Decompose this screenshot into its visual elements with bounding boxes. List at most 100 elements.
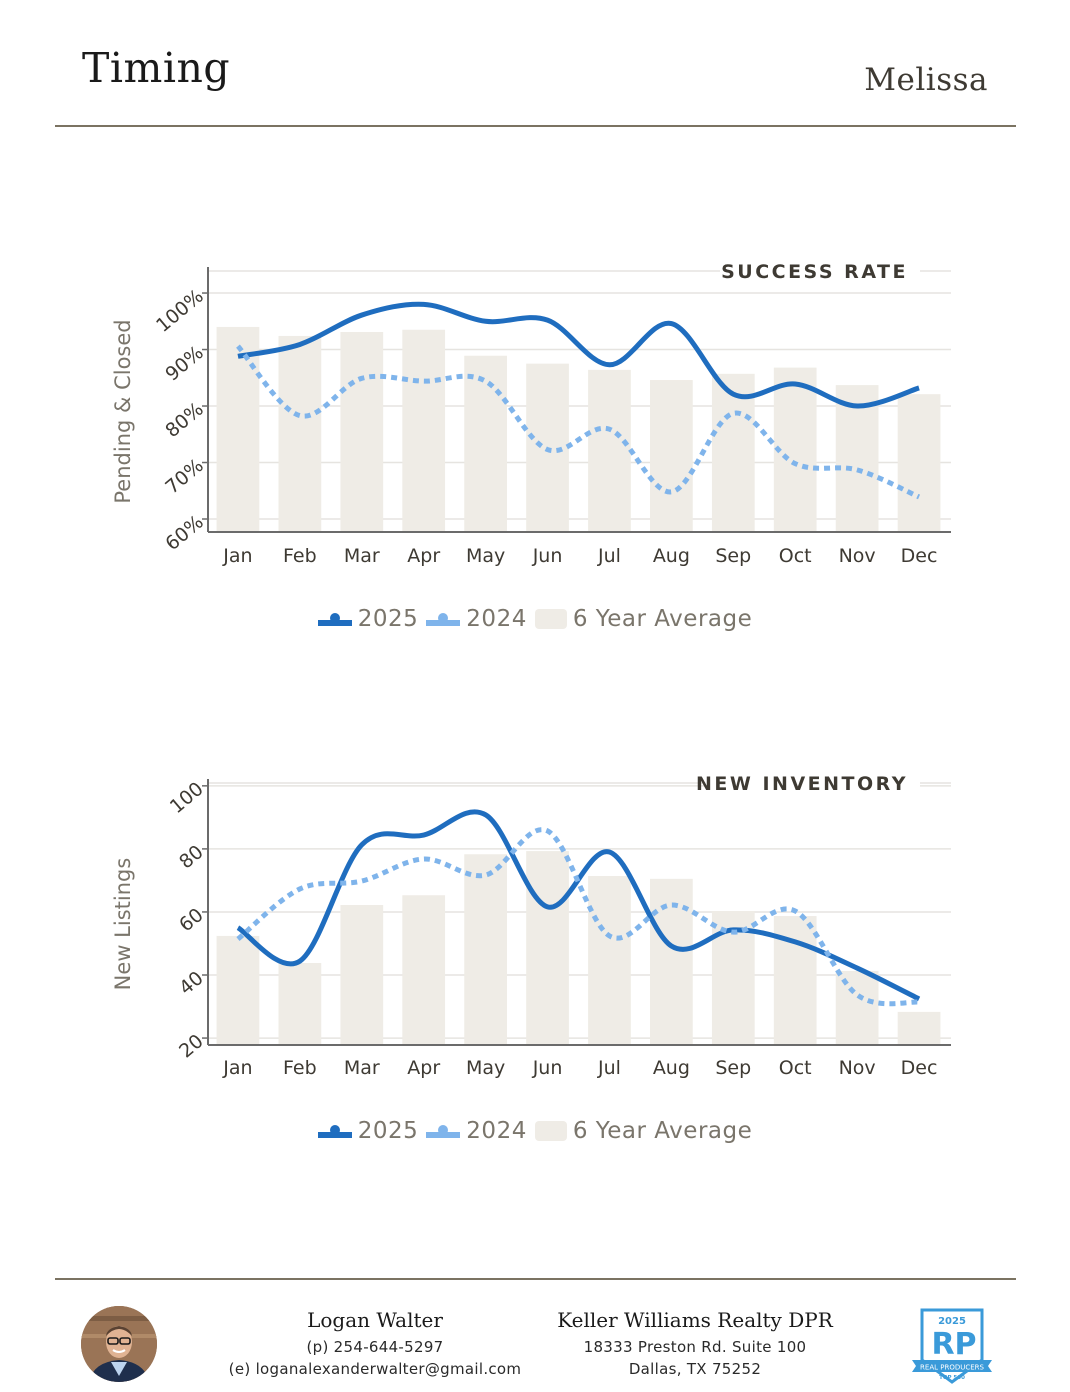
x-tick-label: Jan	[222, 545, 252, 567]
footer: Logan Walter (p) 254-644-5297 (e) logana…	[0, 1300, 1070, 1392]
x-tick-label: Apr	[407, 1057, 440, 1079]
y-axis-label: Pending & Closed	[111, 319, 135, 503]
bar-dec	[897, 394, 941, 532]
bar-mar	[340, 332, 384, 532]
agent-name: Logan Walter	[307, 1308, 443, 1332]
chart-title-bg	[705, 767, 920, 797]
x-tick-label: Mar	[344, 1057, 380, 1079]
badge-sub: TOP 500	[939, 1375, 965, 1381]
bar-aug	[650, 380, 693, 532]
bar-swatch-icon	[534, 1121, 567, 1141]
bar-apr	[402, 895, 446, 1045]
office-address-line2: Dallas, TX 75252	[628, 1360, 762, 1378]
bar-may	[464, 854, 507, 1045]
agent-avatar	[81, 1306, 157, 1382]
page-title: Timing	[82, 44, 231, 92]
bar-nov	[835, 385, 879, 532]
line-2025-swatch-icon	[317, 1122, 352, 1140]
legend-item-average: 6 Year Average	[534, 606, 753, 632]
legend-label-2025: 2025	[357, 1118, 419, 1144]
series-line-2025	[237, 301, 920, 409]
agent-email[interactable]: (e) loganalexanderwalter@gmail.com	[228, 1360, 522, 1378]
bar-apr	[402, 329, 446, 532]
badge-letters: RP	[931, 1327, 976, 1362]
x-tick-label: Oct	[779, 1057, 812, 1079]
bar-feb	[278, 335, 322, 532]
bar-jan	[216, 935, 260, 1045]
line-2024-swatch-icon	[426, 1122, 461, 1140]
city-name: Melissa	[864, 62, 988, 98]
agent-phone[interactable]: (p) 254-644-5297	[306, 1338, 444, 1356]
legend-label-average: 6 Year Average	[572, 606, 753, 632]
new-inventory-chart: 20 40 60 80 100 Jan Feb Mar Apr May Jun Jul Aug Sep Oc…	[111, 767, 951, 1079]
x-tick-label: May	[466, 545, 505, 567]
y-tick-label: 20	[175, 1030, 208, 1062]
bar-jul	[588, 876, 631, 1045]
x-tick-label: Feb	[283, 1057, 317, 1079]
bar-jan	[216, 326, 260, 532]
bar-mar	[340, 905, 384, 1045]
bar-aug	[650, 878, 693, 1045]
bar-jul	[588, 369, 631, 532]
series-line-2025	[236, 809, 921, 1002]
success-rate-legend: 2025 2024 6 Year Average	[0, 606, 1070, 632]
bar-jun	[526, 851, 569, 1045]
legend-item-2025: 2025	[317, 606, 419, 632]
line-2025-swatch-icon	[317, 610, 352, 628]
badge-year: 2025	[938, 1316, 966, 1327]
bar-feb	[278, 963, 322, 1045]
x-tick-label: Jul	[597, 545, 621, 567]
legend-label-average: 6 Year Average	[572, 1118, 753, 1144]
series-line-2024	[236, 344, 921, 500]
bar-sep	[711, 373, 755, 532]
x-tick-label: Oct	[779, 545, 812, 567]
series-line-2024	[236, 827, 920, 1007]
real-producers-badge-icon: 2025 RP REAL PRODUCERS TOP 500	[912, 1308, 992, 1384]
x-tick-label: Jun	[532, 1057, 563, 1079]
bar-nov	[835, 970, 879, 1045]
office-address-line1: 18333 Preston Rd. Suite 100	[583, 1338, 807, 1356]
footer-divider	[55, 1278, 1016, 1280]
y-tick-label: 100	[166, 778, 208, 818]
y-tick-label: 80	[175, 841, 208, 873]
x-tick-label: Jul	[597, 1057, 621, 1079]
x-tick-label: Aug	[653, 545, 690, 567]
legend-item-2024: 2024	[426, 606, 527, 632]
bar-swatch-icon	[534, 609, 567, 629]
legend-label-2025: 2025	[357, 606, 419, 632]
gridlines	[202, 270, 951, 520]
x-tick-label: Jun	[532, 545, 563, 567]
legend-label-2024: 2024	[466, 1118, 527, 1144]
legend-label-2024: 2024	[466, 606, 527, 632]
office-name: Keller Williams Realty DPR	[557, 1308, 833, 1332]
x-tick-label: Jan	[222, 1057, 252, 1079]
x-tick-label: May	[466, 1057, 505, 1079]
legend-item-2025: 2025	[317, 1118, 419, 1144]
x-tick-label: Nov	[839, 1057, 876, 1079]
x-tick-label: Aug	[653, 1057, 690, 1079]
x-tick-label: Sep	[715, 1057, 751, 1079]
agent-info: Logan Walter (p) 254-644-5297 (e) logana…	[220, 1308, 530, 1380]
x-tick-label: Dec	[901, 1057, 938, 1079]
office-info: Keller Williams Realty DPR 18333 Preston…	[545, 1308, 845, 1380]
x-tick-label: Nov	[839, 545, 876, 567]
x-tick-label: Apr	[407, 545, 440, 567]
y-tick-label: 60	[175, 904, 208, 936]
y-axis-label: New Listings	[111, 858, 135, 991]
legend-item-2024: 2024	[426, 1118, 527, 1144]
header-divider	[55, 125, 1016, 127]
x-tick-label: Feb	[283, 545, 317, 567]
chart-title-bg	[720, 255, 920, 285]
badge-ribbon: REAL PRODUCERS	[920, 1364, 984, 1372]
x-tick-label: Mar	[344, 545, 380, 567]
bar-may	[464, 355, 507, 532]
chart-title: SUCCESS RATE	[721, 261, 908, 283]
legend-item-average: 6 Year Average	[534, 1118, 753, 1144]
success-rate-chart: 60%70%80%90%100%Jan Feb Mar Apr May Jun Jul Aug…	[111, 255, 951, 567]
chart-title: NEW INVENTORY	[696, 773, 908, 795]
x-tick-label: Dec	[901, 545, 938, 567]
y-tick-label: 40	[175, 967, 208, 999]
new-inventory-legend: 2025 2024 6 Year Average	[0, 1118, 1070, 1144]
x-tick-label: Sep	[715, 545, 751, 567]
bar-dec	[897, 1011, 941, 1045]
